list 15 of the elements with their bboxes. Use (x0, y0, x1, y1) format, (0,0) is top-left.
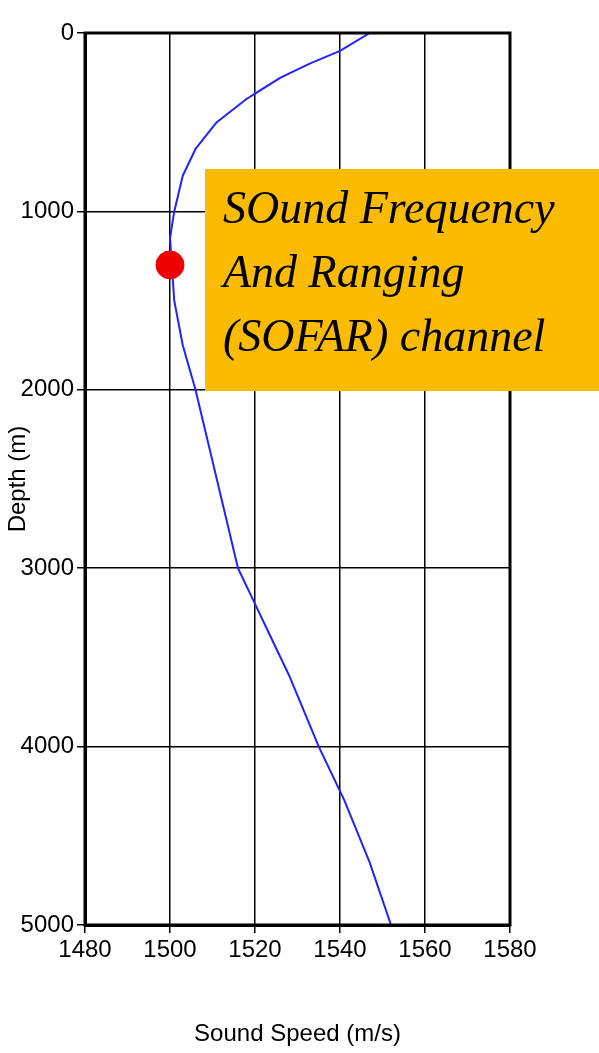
x-tick-label: 1560 (398, 935, 452, 963)
y-tick-label: 3000 (20, 552, 74, 580)
y-axis-title: Depth (m) (3, 425, 31, 533)
y-tick-label: 1000 (20, 196, 74, 224)
y-tick-label: 0 (60, 17, 74, 45)
y-tick-label: 4000 (20, 731, 74, 759)
y-tick-label: 5000 (20, 909, 74, 937)
x-tick-label: 1580 (483, 935, 537, 963)
x-tick-label: 1480 (58, 935, 112, 963)
x-tick-label: 1540 (313, 935, 367, 963)
x-tick-label: 1500 (143, 935, 197, 963)
y-tick-label: 2000 (20, 374, 74, 402)
x-tick-label: 1520 (228, 935, 282, 963)
annotation: SOund Frequency And Ranging (SOFAR) channel (220, 182, 556, 362)
x-axis-title: Sound Speed (m/s) (194, 1019, 401, 1047)
